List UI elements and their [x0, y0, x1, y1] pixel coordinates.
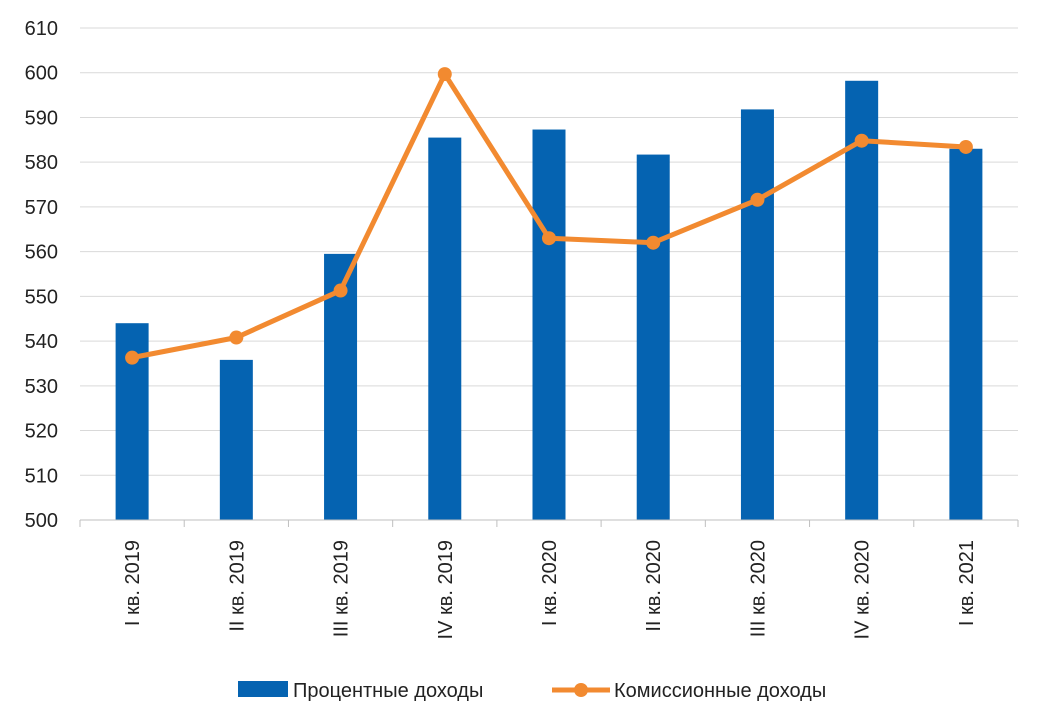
x-tick-label-8: I кв. 2021 [956, 540, 978, 626]
x-tick-label-6: III кв. 2020 [747, 540, 769, 637]
x-tick-label-5: II кв. 2020 [643, 540, 665, 632]
legend-swatch-bars [238, 681, 288, 697]
bar-1 [219, 359, 253, 520]
x-tick-label-7: IV кв. 2020 [852, 540, 874, 639]
bar-series [115, 80, 983, 521]
bar-8 [949, 148, 983, 520]
x-tick-label-4: I кв. 2020 [539, 540, 561, 626]
line-point-8 [958, 139, 973, 154]
bar-4 [532, 129, 566, 520]
y-tick-label-530: 530 [25, 376, 58, 398]
y-tick-label-600: 600 [25, 63, 58, 85]
bar-5 [636, 154, 670, 520]
legend: Процентные доходы Комиссионные доходы [238, 680, 826, 702]
x-tick-label-3: IV кв. 2019 [435, 540, 457, 639]
y-tick-label-540: 540 [25, 331, 58, 353]
y-tick-label-590: 590 [25, 107, 58, 129]
bar-7 [845, 80, 879, 520]
line-point-7 [854, 133, 869, 148]
y-tick-label-580: 580 [25, 152, 58, 174]
y-tick-label-510: 510 [25, 465, 58, 487]
x-tick-label-0: I кв. 2019 [122, 540, 144, 626]
x-tick-label-1: II кв. 2019 [226, 540, 248, 632]
x-axis [79, 519, 1019, 527]
y-tick-label-500: 500 [25, 510, 58, 532]
legend-label-bars: Процентные доходы [293, 680, 483, 702]
line-point-5 [646, 235, 661, 250]
line-point-3 [437, 67, 452, 82]
line-point-1 [229, 330, 244, 345]
bar-3 [428, 137, 462, 520]
y-axis-ticks: 500 510 520 530 540 550 560 570 580 590 600 610 [25, 18, 58, 532]
x-tick-label-2: III кв. 2019 [331, 540, 353, 637]
y-tick-label-560: 560 [25, 242, 58, 264]
y-tick-label-570: 570 [25, 197, 58, 219]
y-tick-label-610: 610 [25, 18, 58, 40]
x-axis-labels: I кв. 2019 II кв. 2019 III кв. 2019 IV кв. … [122, 540, 978, 639]
y-tick-label-520: 520 [25, 421, 58, 443]
bar-6 [740, 109, 774, 521]
line-point-4 [542, 231, 556, 246]
y-tick-label-550: 550 [25, 286, 58, 308]
line-point-2 [333, 283, 348, 298]
line-series [125, 67, 973, 365]
legend-marker-line [574, 683, 588, 697]
legend-label-line: Комиссионные доходы [614, 680, 826, 702]
line-point-0 [125, 350, 140, 365]
line-point-6 [750, 192, 765, 207]
